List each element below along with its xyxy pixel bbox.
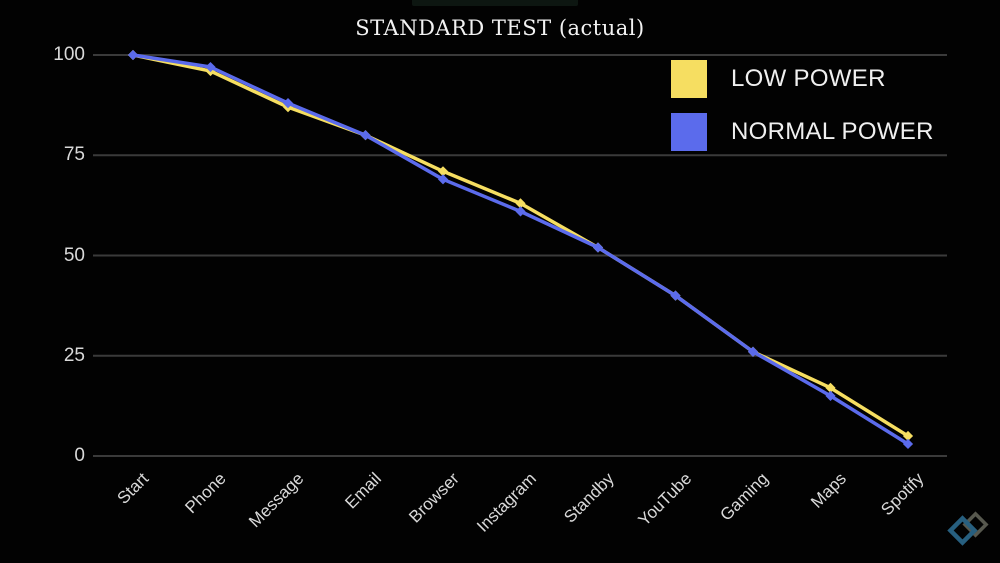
normal-power-point (360, 130, 371, 141)
legend-label-normal-power: NORMAL POWER (731, 118, 934, 145)
y-tick-label: 0 (74, 445, 85, 466)
normal-power-point (670, 290, 681, 301)
chart-legend: LOW POWER NORMAL POWER (671, 60, 934, 166)
chart-title: STANDARD TEST (actual) (355, 16, 645, 40)
normal-power-point (825, 390, 836, 401)
normal-power-point (127, 49, 139, 61)
legend-label-low-power: LOW POWER (731, 65, 886, 92)
y-tick-label: 50 (63, 244, 85, 266)
normal-power-point (437, 174, 449, 185)
y-tick-label: 75 (63, 144, 85, 166)
y-tick-label: 25 (63, 344, 85, 366)
normal-power-point (205, 61, 216, 73)
top-edge-strip (412, 0, 578, 6)
low-power-point (437, 166, 449, 177)
low-power-point (902, 430, 914, 442)
legend-item-normal-power: NORMAL POWER (671, 113, 934, 151)
low-power-swatch-icon (671, 60, 707, 98)
y-tick-label: 100 (53, 44, 85, 65)
normal-power-point (902, 438, 914, 450)
legend-item-low-power: LOW POWER (671, 60, 934, 98)
normal-power-swatch-icon (671, 113, 707, 151)
watermark-logo-icon (947, 511, 989, 546)
